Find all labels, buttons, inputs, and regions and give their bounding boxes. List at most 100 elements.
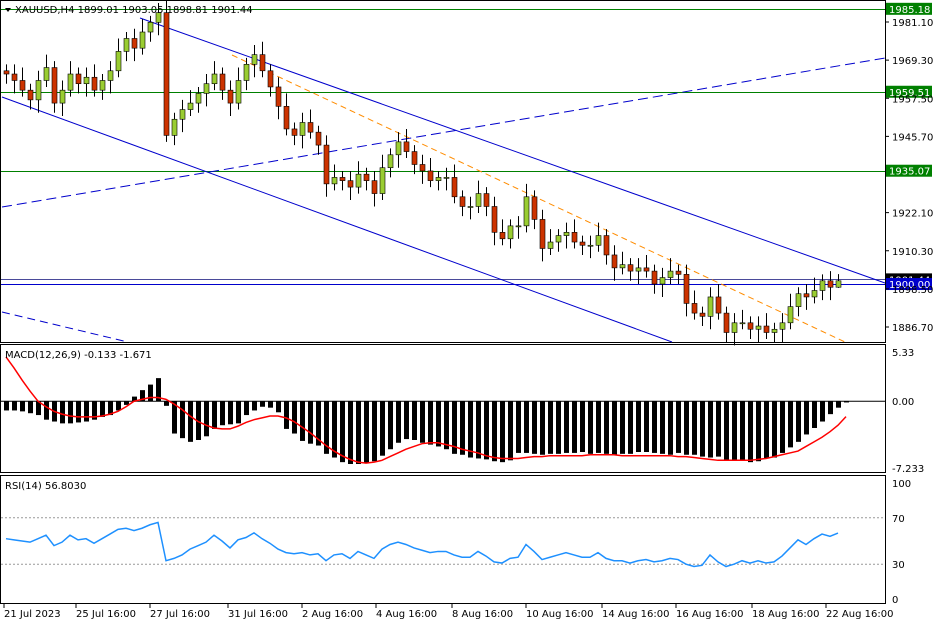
- macd-histogram-bar: [132, 396, 137, 402]
- candle-body: [659, 277, 666, 285]
- symbol-header: XAUUSD,H4 1899.01 1903.05 1898.81 1901.4…: [5, 5, 253, 16]
- candle-body: [771, 328, 778, 333]
- candle: [619, 251, 626, 275]
- macd-histogram-bar: [252, 401, 257, 411]
- price-label-box: [886, 2, 932, 15]
- macd-histogram-bar: [204, 401, 209, 437]
- price-label: 1957.50: [892, 94, 933, 105]
- macd-histogram-bar: [612, 401, 617, 455]
- candle-body: [59, 89, 66, 104]
- macd-histogram-bar: [764, 401, 769, 459]
- candle-body: [459, 196, 466, 207]
- price-pane[interactable]: [1, 0, 886, 346]
- macd-histogram-bar: [180, 401, 185, 439]
- candle: [531, 190, 538, 230]
- candle-body: [763, 325, 770, 333]
- candle-body: [427, 170, 434, 181]
- candle: [539, 209, 546, 262]
- candle: [579, 235, 586, 255]
- macd-histogram-bar: [300, 401, 305, 441]
- candle-body: [731, 322, 738, 333]
- candle: [803, 284, 810, 310]
- dropdown-triangle-icon[interactable]: [5, 8, 11, 12]
- candle: [267, 64, 274, 97]
- macd-histogram-bar: [676, 401, 681, 453]
- macd-histogram-bar: [628, 401, 633, 454]
- candle-body: [123, 38, 130, 52]
- macd-histogram-bar: [292, 401, 297, 434]
- candle-body: [811, 290, 818, 298]
- macd-histogram-bar: [108, 401, 113, 416]
- macd-histogram-bar: [620, 401, 625, 454]
- price-label: 1985.18: [889, 5, 930, 16]
- time-label: 27 Jul 16:00: [150, 609, 210, 620]
- candle-body: [491, 206, 498, 233]
- candle: [779, 313, 786, 343]
- candle-body: [803, 293, 810, 298]
- macd-label: MACD(12,26,9) -0.133 -1.671: [5, 350, 152, 361]
- candle-body: [475, 193, 482, 207]
- candle-body: [35, 80, 42, 101]
- macd-histogram-bar: [68, 401, 73, 424]
- candle: [683, 264, 690, 317]
- candle: [587, 235, 594, 259]
- candle: [403, 128, 410, 159]
- macd-histogram-bar: [236, 401, 241, 424]
- time-label: 18 Aug 16:00: [752, 609, 819, 620]
- macd-histogram-bar: [196, 401, 201, 440]
- candle-body: [147, 22, 154, 33]
- candle-body: [835, 280, 842, 288]
- macd-histogram-bar: [260, 401, 265, 407]
- macd-histogram-bar: [4, 401, 9, 411]
- macd-histogram-bar: [244, 401, 249, 416]
- macd-histogram-bar: [844, 401, 849, 403]
- macd-histogram-bar: [140, 390, 145, 402]
- macd-histogram-bar: [700, 401, 705, 457]
- candle-body: [635, 267, 642, 272]
- macd-histogram-bar: [188, 401, 193, 442]
- candle-body: [819, 280, 826, 291]
- candle-body: [155, 12, 162, 23]
- candle-body: [611, 254, 618, 269]
- candle: [371, 170, 378, 207]
- candle: [675, 264, 682, 285]
- macd-histogram-bar: [12, 401, 17, 411]
- candle: [139, 19, 146, 55]
- candle-body: [651, 270, 658, 285]
- macd-histogram-bar: [804, 401, 809, 435]
- candle: [83, 67, 90, 97]
- candle-body: [419, 164, 426, 172]
- macd-histogram-bar: [92, 401, 97, 420]
- macd-histogram-bar: [732, 401, 737, 461]
- candle: [203, 74, 210, 107]
- candle: [467, 196, 474, 220]
- candle-body: [19, 80, 26, 91]
- candle-body: [163, 12, 170, 136]
- candle-body: [323, 144, 330, 185]
- candle: [275, 77, 282, 120]
- macd-histogram-bar: [60, 401, 65, 424]
- rsi-scale-label: 0: [892, 595, 898, 606]
- macd-signal-line: [5, 356, 847, 464]
- macd-histogram-bar: [788, 401, 793, 448]
- macd-pane[interactable]: [1, 356, 885, 465]
- candle-body: [755, 325, 762, 330]
- candle: [315, 125, 322, 155]
- rsi-pane[interactable]: [1, 517, 885, 568]
- candle: [379, 154, 386, 201]
- candle-body: [787, 306, 794, 324]
- candle: [547, 229, 554, 255]
- macd-histogram-bar: [212, 401, 217, 429]
- macd-histogram-bar: [308, 401, 313, 444]
- candle: [507, 219, 514, 249]
- price-label: 1900.00: [889, 280, 930, 291]
- candle-body: [715, 296, 722, 314]
- candle-body: [203, 83, 210, 94]
- macd-histogram-bar: [436, 401, 441, 447]
- candle: [259, 41, 266, 78]
- candle-body: [779, 322, 786, 330]
- candle: [555, 229, 562, 252]
